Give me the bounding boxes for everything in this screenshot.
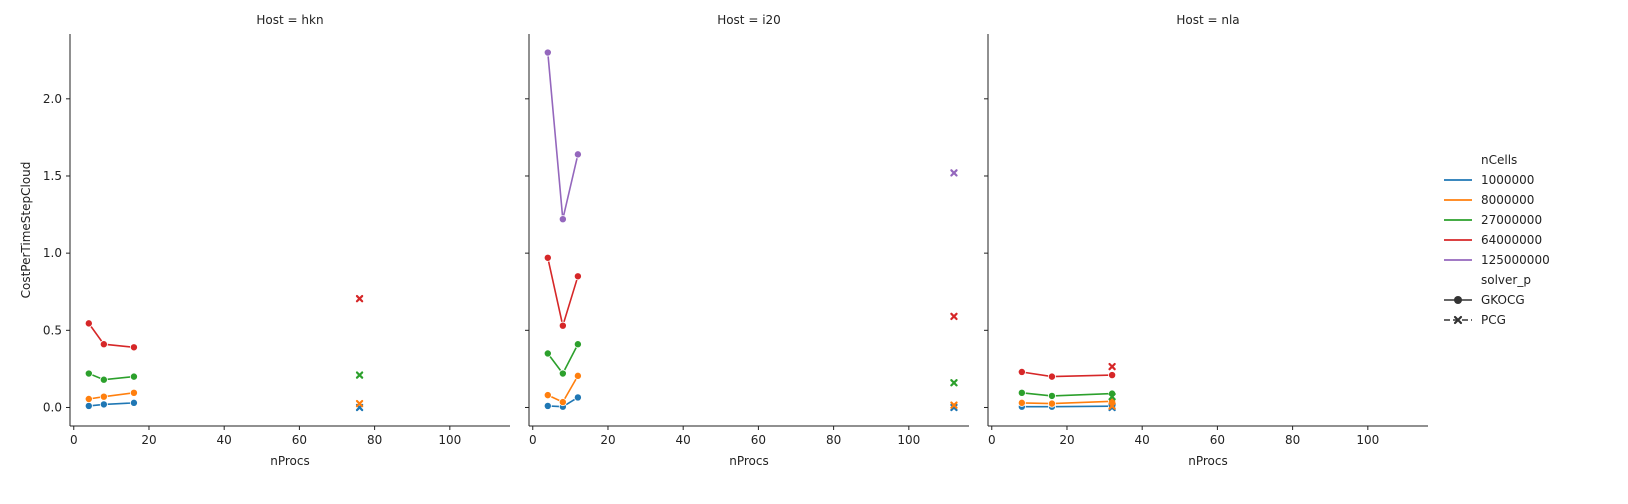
data-point-x	[1108, 402, 1116, 410]
data-point	[573, 272, 582, 281]
data-point	[84, 319, 93, 328]
data-point	[543, 48, 552, 57]
data-point	[84, 369, 93, 378]
x-tick-label: 0	[988, 433, 996, 447]
data-point	[99, 340, 108, 349]
data-point	[558, 369, 567, 378]
series-line	[547, 343, 579, 376]
data-point-x	[950, 379, 958, 387]
x-tick-label: 60	[1210, 433, 1225, 447]
data-point-x	[355, 294, 364, 303]
x-tick-label: 40	[676, 433, 691, 447]
x-tick-label: 100	[438, 433, 461, 447]
legend-title-solver: solver_p	[1481, 273, 1531, 287]
x-tick-label: 80	[826, 433, 841, 447]
data-point	[1108, 371, 1117, 380]
panel-title: Host = i20	[717, 13, 781, 27]
data-point	[99, 392, 108, 401]
data-point-x	[950, 401, 958, 409]
data-point	[543, 349, 552, 358]
legend-entry-label: PCG	[1481, 313, 1506, 327]
data-point	[1047, 399, 1056, 408]
y-tick-label: 0.5	[43, 323, 62, 337]
series-line	[547, 52, 579, 220]
data-point	[1017, 398, 1026, 407]
x-tick-label: 100	[897, 433, 920, 447]
data-point	[129, 343, 138, 352]
series-line	[88, 402, 134, 407]
data-point	[99, 400, 108, 409]
x-tick-label: 40	[1135, 433, 1150, 447]
series-line	[1021, 400, 1113, 405]
x-tick-label: 20	[600, 433, 615, 447]
data-point-x	[1108, 392, 1116, 401]
data-point	[84, 394, 93, 403]
data-point	[573, 150, 582, 159]
y-axis-label: CostPerTimeStepCloud	[19, 162, 33, 299]
data-point	[573, 340, 582, 349]
data-point	[1047, 372, 1056, 381]
data-point-x	[355, 371, 364, 379]
data-point	[99, 375, 108, 384]
series-line	[88, 392, 135, 400]
legend-entry-label: 125000000	[1481, 253, 1550, 267]
data-point	[84, 401, 93, 410]
y-tick-label: 1.0	[43, 246, 62, 260]
x-tick-label: 80	[367, 433, 382, 447]
panel-title: Host = hkn	[256, 13, 323, 27]
legend-marker-x	[1453, 315, 1463, 325]
data-point-x	[355, 399, 364, 408]
x-tick-label: 20	[141, 433, 156, 447]
series-line	[88, 322, 134, 349]
x-axis-label: nProcs	[1188, 454, 1228, 468]
y-tick-label: 1.5	[43, 169, 62, 183]
data-point	[573, 371, 582, 380]
y-tick-label: 0.0	[43, 400, 62, 414]
y-tick-label: 2.0	[43, 92, 62, 106]
x-tick-label: 60	[292, 433, 307, 447]
x-tick-label: 80	[1285, 433, 1300, 447]
legend-entry-label: 64000000	[1481, 233, 1542, 247]
data-point	[558, 215, 567, 224]
x-axis-label: nProcs	[729, 454, 769, 468]
data-point	[1047, 391, 1056, 400]
x-axis-label: nProcs	[270, 454, 310, 468]
panel-title: Host = nla	[1176, 13, 1239, 27]
data-point-x	[1108, 362, 1116, 371]
legend-entry-label: 1000000	[1481, 173, 1534, 187]
data-point	[1017, 367, 1026, 376]
series-line	[1021, 371, 1113, 378]
x-tick-label: 0	[70, 433, 78, 447]
data-point	[543, 401, 552, 410]
x-tick-label: 20	[1059, 433, 1074, 447]
x-tick-label: 0	[529, 433, 537, 447]
data-point	[1017, 388, 1026, 397]
x-tick-label: 60	[751, 433, 766, 447]
data-point-x	[950, 312, 958, 321]
data-point	[558, 398, 567, 407]
x-tick-label: 100	[1356, 433, 1379, 447]
data-point	[543, 253, 552, 262]
series-line	[1021, 405, 1113, 408]
data-point	[573, 393, 582, 402]
series-line	[1021, 392, 1113, 397]
data-point	[558, 321, 567, 330]
legend-entry-label: 27000000	[1481, 213, 1542, 227]
legend-entry-label: GKOCG	[1481, 293, 1525, 307]
legend-marker-circle	[1454, 296, 1462, 304]
data-point-x	[950, 169, 958, 177]
legend-title-ncells: nCells	[1481, 153, 1517, 167]
series-line	[88, 372, 134, 381]
data-point	[543, 391, 552, 400]
x-tick-label: 40	[217, 433, 232, 447]
series-line	[547, 257, 579, 329]
data-point	[129, 372, 138, 381]
data-point	[129, 398, 138, 407]
legend-entry-label: 8000000	[1481, 193, 1534, 207]
data-point	[129, 388, 138, 397]
